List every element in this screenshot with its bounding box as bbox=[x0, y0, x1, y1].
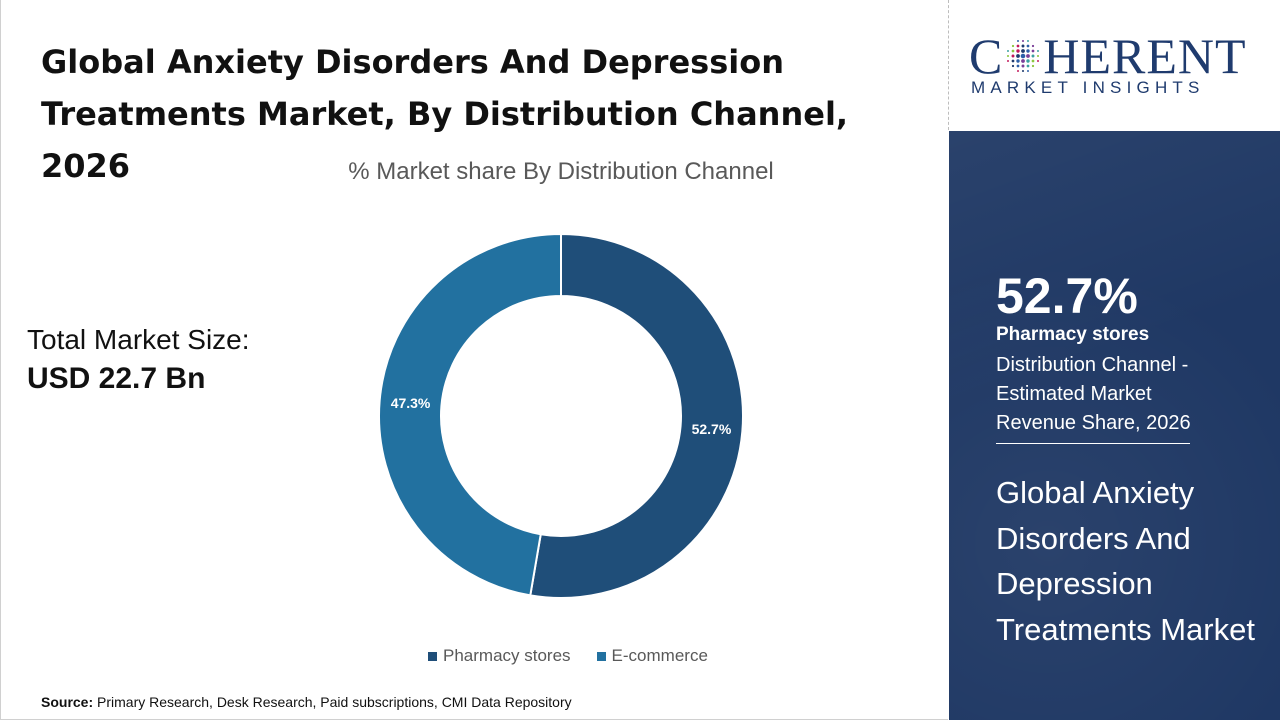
logo-dot bbox=[1011, 54, 1015, 58]
sidebar: C HERENT MARKET INSIGHTS 52.7% Pharmacy s… bbox=[949, 0, 1280, 720]
logo-dot bbox=[1022, 39, 1025, 43]
source-text: Primary Research, Desk Research, Paid su… bbox=[97, 694, 572, 710]
panel-texture bbox=[949, 131, 1280, 720]
logo-dot bbox=[1031, 49, 1035, 53]
logo-dot bbox=[1007, 60, 1010, 62]
chart-legend: Pharmacy stores E-commerce bbox=[428, 646, 708, 666]
market-size-label: Total Market Size: bbox=[27, 324, 250, 355]
highlight-description: Distribution Channel - Estimated Market … bbox=[996, 354, 1191, 434]
logo-dot bbox=[1021, 44, 1025, 48]
logo-dot bbox=[1037, 60, 1040, 62]
logo-dot bbox=[1016, 49, 1021, 53]
logo-dot bbox=[1026, 64, 1030, 68]
legend-swatch bbox=[596, 651, 606, 661]
highlight-divider bbox=[996, 443, 1190, 444]
logo-letters-herent: HERENT bbox=[1043, 28, 1247, 84]
divider bbox=[948, 0, 949, 130]
source-note: Source: Primary Research, Desk Research,… bbox=[41, 694, 572, 710]
logo-dot bbox=[1032, 44, 1035, 48]
logo-dot bbox=[1016, 44, 1020, 48]
logo-dot bbox=[1012, 64, 1015, 68]
highlight-market-name: Global Anxiety Disorders And Depression … bbox=[996, 475, 1255, 647]
logo-dot bbox=[1032, 64, 1035, 68]
logo-dot bbox=[1012, 44, 1015, 48]
logo-dot bbox=[1011, 59, 1015, 63]
donut-slice-pharmacy-stores bbox=[529, 232, 744, 599]
logo-dot bbox=[1016, 59, 1021, 63]
highlight-panel: 52.7% Pharmacy stores Distribution Chann… bbox=[949, 131, 1280, 720]
logo-dot bbox=[1026, 49, 1031, 53]
logo-dot bbox=[1026, 59, 1031, 63]
donut-slice-e-commerce bbox=[378, 232, 562, 597]
main-panel: Global Anxiety Disorders And Depression … bbox=[0, 0, 948, 720]
legend-swatch bbox=[428, 651, 437, 661]
logo-dot bbox=[1037, 54, 1040, 58]
logo-dot bbox=[1021, 64, 1025, 68]
logo-dot bbox=[1021, 49, 1026, 53]
highlight-percent: 52.7% bbox=[996, 268, 1138, 324]
market-size-value: USD 22.7 Bn bbox=[27, 362, 206, 395]
logo-dot bbox=[1027, 40, 1030, 42]
source-label: Source: bbox=[41, 694, 94, 710]
logo-dot bbox=[1031, 54, 1035, 58]
logo-dot bbox=[1016, 64, 1020, 68]
logo-dot bbox=[1007, 54, 1010, 58]
logo-dot bbox=[1027, 70, 1030, 72]
logo-dot bbox=[1007, 50, 1010, 52]
logo-wordmark: C HERENT bbox=[969, 28, 1269, 84]
logo: C HERENT MARKET INSIGHTS bbox=[949, 0, 1280, 131]
logo-dot bbox=[1017, 40, 1020, 42]
legend-label: Pharmacy stores bbox=[443, 646, 571, 665]
page-title: Global Anxiety Disorders And Depression … bbox=[41, 43, 849, 185]
logo-dot-globe-icon bbox=[1007, 39, 1040, 73]
legend-item-pharmacy-stores: Pharmacy stores bbox=[428, 646, 571, 666]
logo-letter-c: C bbox=[969, 28, 1004, 84]
legend-item-e-commerce: E-commerce bbox=[596, 646, 708, 666]
legend-label: E-commerce bbox=[611, 646, 708, 665]
chart-title: % Market share By Distribution Channel bbox=[348, 158, 774, 185]
donut-chart: 52.7% 47.3% bbox=[378, 232, 744, 599]
logo-tagline: MARKET INSIGHTS bbox=[971, 78, 1205, 97]
logo-dot bbox=[1026, 44, 1030, 48]
logo-dot bbox=[1021, 59, 1026, 63]
logo-dot bbox=[1026, 54, 1031, 58]
data-label: 47.3% bbox=[391, 395, 431, 411]
logo-dot bbox=[1021, 53, 1026, 59]
logo-dot bbox=[1017, 70, 1020, 72]
logo-dot bbox=[1011, 49, 1015, 53]
logo-dot bbox=[1031, 59, 1035, 63]
data-label: 52.7% bbox=[692, 421, 732, 437]
highlight-segment: Pharmacy stores bbox=[996, 324, 1150, 345]
logo-dot bbox=[1022, 69, 1025, 73]
logo-dot bbox=[1016, 54, 1021, 58]
logo-dot bbox=[1037, 50, 1040, 52]
